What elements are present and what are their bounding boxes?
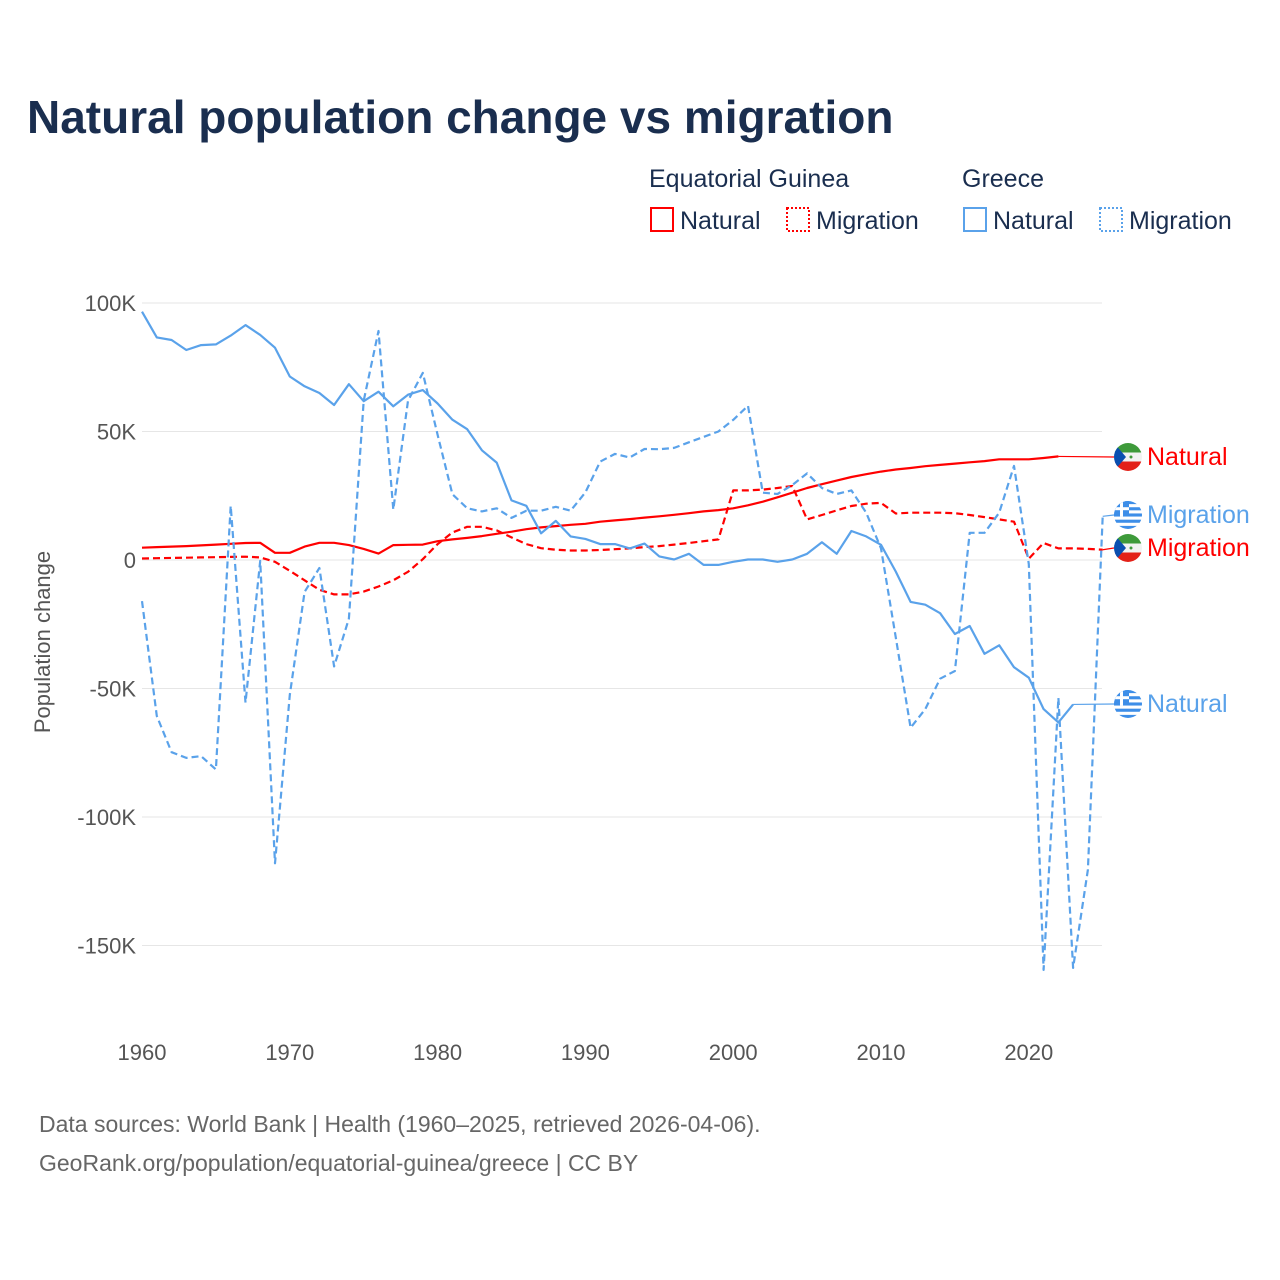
- y-tick-label: -50K: [90, 677, 137, 702]
- series-lines: [140, 311, 1104, 972]
- greece-flag-icon: [1114, 501, 1142, 529]
- legend-group-greece: Greece: [962, 165, 1044, 193]
- flag-stripe: [1114, 452, 1142, 462]
- end-label-text[interactable]: Migration: [1147, 501, 1250, 529]
- end-label-greece-natural: Natural: [1073, 690, 1228, 718]
- greece-flag-icon: [1114, 690, 1142, 718]
- x-tick-label: 1990: [561, 1040, 610, 1065]
- legend-swatch-gr-migration: [1099, 207, 1123, 232]
- series-line-equatorial-guinea-natural: [141, 455, 1059, 555]
- end-label-equatorial-guinea-migration: Migration: [1102, 534, 1250, 562]
- x-tick-label: 2010: [857, 1040, 906, 1065]
- flag-stripe: [1114, 443, 1142, 453]
- equatorial-guinea-flag-icon: [1114, 534, 1142, 562]
- flag-emblem: [1129, 455, 1133, 459]
- flag-triangle: [1114, 443, 1126, 471]
- grid: [142, 302, 1102, 946]
- legend: Equatorial Guinea Greece Natural Migrati…: [649, 165, 1232, 235]
- end-labels: Natural Migration Natural Migration: [1058, 443, 1250, 718]
- source-line-2[interactable]: GeoRank.org/population/equatorial-guinea…: [39, 1150, 638, 1176]
- y-axis: 100K 50K 0 -50K -100K -150K: [77, 291, 136, 959]
- flag-stripe: [1114, 708, 1142, 712]
- end-label-connector: [1102, 514, 1115, 517]
- legend-eg-natural[interactable]: Natural: [680, 207, 761, 235]
- end-label-connector: [1058, 455, 1115, 458]
- end-label-equatorial-guinea-natural: Natural: [1058, 443, 1228, 471]
- flag-stripe: [1114, 543, 1142, 553]
- x-axis: 1960 1970 1980 1990 2000 2010 2020: [118, 1040, 1054, 1065]
- legend-group-equatorial-guinea: Equatorial Guinea: [649, 165, 849, 193]
- legend-swatch-eg-migration: [786, 207, 810, 232]
- chart-title: Natural population change vs migration: [27, 91, 893, 143]
- y-tick-label: -150K: [77, 934, 136, 959]
- flag-stripe: [1114, 525, 1142, 529]
- legend-gr-natural[interactable]: Natural: [993, 207, 1074, 235]
- end-label-connector: [1102, 547, 1115, 551]
- end-label-text[interactable]: Natural: [1147, 443, 1228, 471]
- flag-stripe: [1114, 552, 1142, 562]
- legend-gr-migration[interactable]: Migration: [1129, 207, 1232, 235]
- flag-stripe: [1114, 714, 1142, 718]
- legend-eg-migration[interactable]: Migration: [816, 207, 919, 235]
- flag-cross: [1120, 690, 1123, 706]
- x-tick-label: 2020: [1004, 1040, 1053, 1065]
- x-tick-label: 2000: [709, 1040, 758, 1065]
- series-line-greece-natural: [141, 311, 1074, 724]
- y-tick-label: -100K: [77, 805, 136, 830]
- series-line-greece-migration: [140, 329, 1104, 972]
- series-line-equatorial-guinea-migration: [141, 484, 1103, 596]
- flag-cross: [1120, 501, 1123, 517]
- x-tick-label: 1980: [413, 1040, 462, 1065]
- legend-swatch-gr-natural: [963, 207, 987, 232]
- flag-stripe: [1114, 461, 1142, 471]
- source-line-1: Data sources: World Bank | Health (1960–…: [39, 1111, 761, 1137]
- x-tick-label: 1970: [265, 1040, 314, 1065]
- y-axis-label: Population change: [30, 551, 55, 733]
- x-tick-label: 1960: [118, 1040, 167, 1065]
- flag-emblem: [1129, 546, 1133, 550]
- y-tick-label: 50K: [97, 420, 136, 445]
- flag-stripe: [1114, 519, 1142, 523]
- flag-stripe: [1114, 534, 1142, 544]
- equatorial-guinea-flag-icon: [1114, 443, 1142, 471]
- end-label-greece-migration: Migration: [1102, 501, 1250, 529]
- y-tick-label: 100K: [85, 291, 137, 316]
- flag-triangle: [1114, 534, 1126, 562]
- end-label-text[interactable]: Migration: [1147, 534, 1250, 562]
- end-label-text[interactable]: Natural: [1147, 690, 1228, 718]
- y-tick-label: 0: [124, 548, 136, 573]
- legend-swatch-eg-natural: [650, 207, 674, 232]
